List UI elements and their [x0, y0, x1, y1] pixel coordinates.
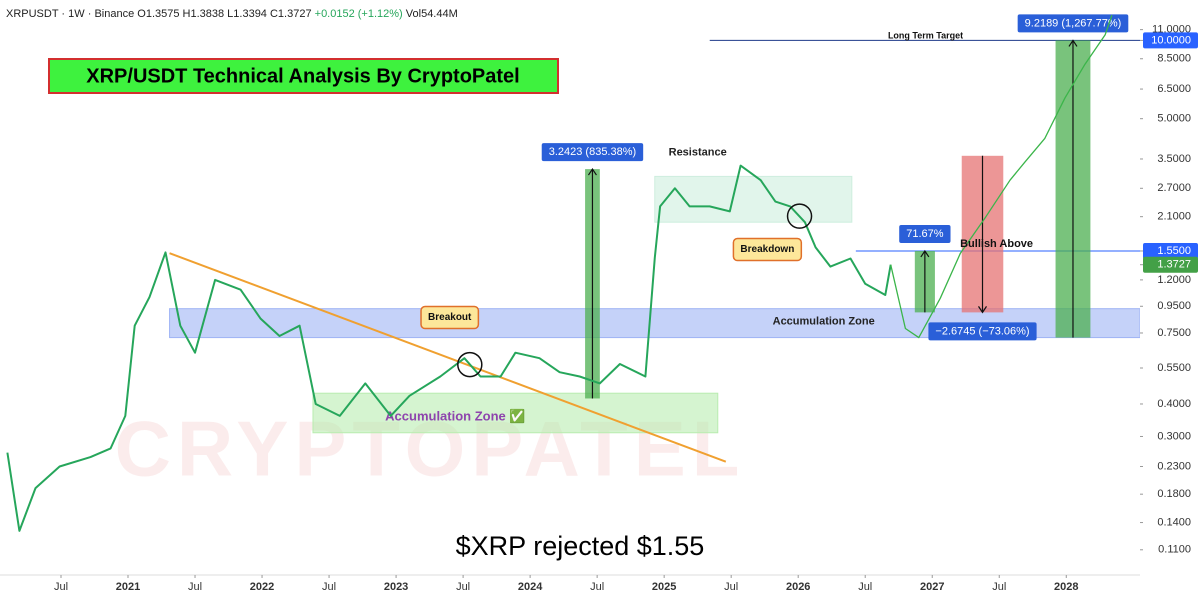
measure-label-bg [1017, 14, 1129, 33]
y-tick-label: 5.0000 [1157, 113, 1191, 125]
measure-label: 71.67% [906, 228, 944, 240]
y-tick-label: 1.2000 [1157, 274, 1191, 286]
y-tick-label: 0.2300 [1157, 460, 1191, 472]
x-tick-label: Jul [858, 581, 872, 593]
y-tick-highlight [1143, 32, 1198, 49]
annotation-tag [420, 305, 480, 330]
ohlc: O1.3575 H1.3838 L1.3394 C1.3727 [137, 8, 311, 20]
exchange: Binance [94, 8, 134, 20]
measure-arrowhead [920, 249, 930, 258]
y-tick-label: 1.5500 [1157, 245, 1191, 257]
measure-label: 9.2189 (1,267.77%) [1025, 17, 1122, 29]
y-tick-label: 2.7000 [1157, 182, 1191, 194]
annotation: Long Term Target [888, 30, 963, 40]
annotation: Bullish Above [960, 238, 1033, 250]
zone-label: Accumulation Zone ✅ [385, 408, 525, 423]
annotation: Breakdown [740, 244, 794, 255]
interval: 1W [68, 8, 85, 20]
annotation-tag [732, 237, 803, 262]
annotation: Breakout [428, 312, 472, 323]
price-line [6, 164, 892, 532]
marker-circle [786, 203, 813, 229]
x-tick-label: 2028 [1054, 581, 1078, 593]
measure-label-bg [928, 322, 1037, 341]
change: +0.0152 (+1.12%) [315, 8, 403, 20]
volume: Vol54.44M [406, 8, 458, 20]
y-tick-label: 0.9500 [1157, 300, 1191, 312]
x-tick-label: Jul [54, 581, 68, 593]
zone [654, 175, 853, 223]
y-tick-label: 3.5000 [1157, 153, 1191, 165]
chart-title: XRP/USDT Technical Analysis By CryptoPat… [86, 65, 519, 87]
y-tick-label: 1.3727 [1157, 259, 1191, 271]
x-tick-label: 2023 [384, 581, 408, 593]
y-tick-highlight [1143, 256, 1198, 273]
annotation: Accumulation Zone [773, 315, 875, 327]
caption: $XRP rejected $1.55 [456, 531, 705, 561]
measure-label: −2.6745 (−73.06%) [935, 325, 1029, 337]
y-tick-label: 0.5500 [1157, 362, 1191, 374]
price-line [890, 14, 1113, 339]
measure-label-bg [899, 224, 951, 243]
measure-arrowhead [978, 306, 988, 314]
y-tick-label: 10.0000 [1151, 34, 1191, 46]
trendline [169, 252, 727, 463]
y-tick-label: 0.7500 [1157, 327, 1191, 339]
measure-label-bg [541, 143, 644, 162]
x-tick-label: Jul [188, 581, 202, 593]
y-tick-label: 6.5000 [1157, 83, 1191, 95]
x-tick-label: Jul [322, 581, 336, 593]
x-tick-label: 2027 [920, 581, 944, 593]
zone [312, 392, 719, 434]
x-tick-label: Jul [724, 581, 738, 593]
axis-panel [1140, 0, 1200, 598]
x-tick-label: 2022 [250, 581, 274, 593]
y-tick-label: 2.1000 [1157, 211, 1191, 223]
x-tick-label: Jul [992, 581, 1006, 593]
x-tick-label: Jul [456, 581, 470, 593]
measure-arrowhead [587, 168, 597, 176]
title-box [48, 58, 559, 94]
header: XRPUSDT · 1W · Binance O1.3575 H1.3838 L… [6, 8, 458, 20]
x-tick-label: 2024 [518, 581, 543, 593]
y-tick-highlight [1143, 242, 1198, 259]
measure-label: 3.2423 (835.38%) [549, 146, 636, 158]
y-tick-label: 0.3000 [1157, 430, 1191, 442]
y-tick-label: 0.1400 [1157, 516, 1191, 528]
x-tick-label: Jul [590, 581, 604, 593]
y-tick-label: 0.1100 [1158, 544, 1191, 556]
y-tick-label: 8.5000 [1157, 53, 1191, 65]
symbol: XRPUSDT [6, 8, 59, 20]
y-tick-label: 0.4000 [1157, 398, 1191, 410]
x-tick-label: 2021 [116, 581, 140, 593]
x-tick-label: 2025 [652, 581, 676, 593]
x-tick-label: 2026 [786, 581, 810, 593]
annotation: Resistance [669, 146, 727, 158]
measure-arrowhead [1068, 39, 1078, 47]
marker-circle [457, 351, 483, 378]
y-tick-label: 0.1800 [1157, 488, 1191, 500]
